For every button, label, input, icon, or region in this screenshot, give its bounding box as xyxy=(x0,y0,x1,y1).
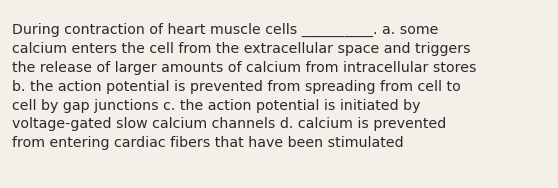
Text: During contraction of heart muscle cells __________. a. some
calcium enters the : During contraction of heart muscle cells… xyxy=(12,23,477,150)
